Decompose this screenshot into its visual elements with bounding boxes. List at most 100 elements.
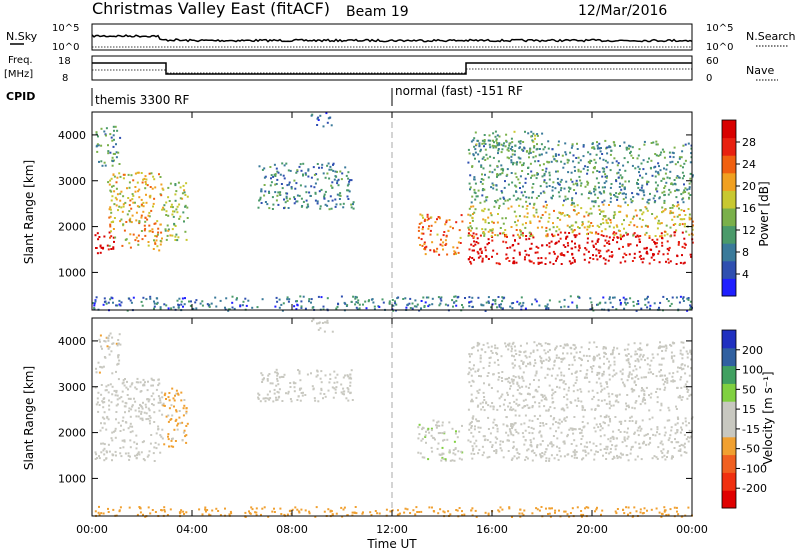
- velocity-cell: [119, 343, 122, 346]
- power-cell: [524, 226, 527, 229]
- power-cell: [516, 233, 519, 236]
- velocity-cell: [494, 436, 497, 439]
- velocity-cell: [160, 509, 163, 511]
- velocity-cell: [497, 363, 500, 366]
- power-cell: [143, 177, 146, 180]
- power-cell: [587, 181, 590, 184]
- velocity-cell: [601, 388, 604, 391]
- velocity-cell: [299, 379, 302, 382]
- power-cell: [637, 193, 640, 196]
- power-cell: [157, 227, 160, 230]
- velocity-cell: [441, 456, 444, 459]
- power-cell: [531, 186, 534, 189]
- velocity-cell: [502, 403, 505, 406]
- power-cell: [646, 295, 649, 298]
- power-cell: [553, 252, 556, 255]
- power-cell: [511, 153, 514, 156]
- velocity-cell: [131, 382, 134, 385]
- velocity-cell: [672, 342, 675, 345]
- velocity-cell: [168, 407, 171, 410]
- power-cell: [192, 307, 195, 310]
- velocity-cell: [505, 431, 508, 434]
- velocity-cell: [669, 434, 672, 437]
- velocity-cell: [131, 430, 134, 433]
- power-cell: [594, 200, 597, 203]
- power-cell: [535, 245, 538, 248]
- power-cell: [643, 140, 646, 143]
- velocity-cell: [482, 391, 485, 394]
- power-cell: [570, 171, 573, 174]
- velocity-cell: [418, 511, 421, 513]
- velocity-cell: [681, 422, 684, 425]
- velocity-cell: [324, 395, 327, 398]
- velocity-cell: [404, 507, 407, 510]
- power-cell: [455, 221, 458, 224]
- velocity-cell: [540, 357, 543, 360]
- power-cell: [600, 192, 603, 195]
- velocity-cell: [661, 378, 664, 381]
- power-cell: [598, 252, 601, 254]
- velocity-cell: [304, 394, 307, 396]
- power-cell: [688, 197, 691, 200]
- velocity-cell: [174, 440, 177, 442]
- velocity-cell: [536, 446, 539, 449]
- velocity-cell: [244, 511, 247, 514]
- power-cell: [532, 191, 535, 193]
- power-cell: [637, 183, 640, 185]
- power-cell: [605, 166, 608, 169]
- power-cell: [480, 164, 483, 167]
- velocity-cell: [124, 452, 127, 455]
- velocity-cell: [96, 457, 98, 460]
- velocity-cell: [658, 370, 661, 373]
- power-cell: [497, 174, 500, 177]
- power-cell: [631, 164, 634, 167]
- power-cell: [105, 302, 108, 305]
- power-cell: [689, 300, 692, 303]
- velocity-cell: [584, 507, 587, 510]
- velocity-cell: [574, 346, 577, 349]
- velocity-cell: [470, 400, 473, 403]
- velocity-cell: [608, 418, 611, 421]
- velocity-cell: [443, 511, 446, 514]
- velocity-cell: [347, 390, 350, 393]
- power-cell: [682, 297, 684, 300]
- velocity-cell: [120, 455, 123, 458]
- velocity-cell: [567, 453, 570, 456]
- power-cell: [109, 133, 112, 136]
- power-cell: [302, 162, 305, 165]
- power-cell: [611, 255, 613, 258]
- velocity-cell: [572, 390, 575, 393]
- power-cell: [586, 228, 589, 231]
- velocity-cell: [127, 397, 130, 400]
- power-cell: [658, 165, 660, 168]
- velocity-cell: [593, 426, 596, 429]
- power-cell: [315, 173, 318, 176]
- velocity-cell: [540, 456, 543, 459]
- velocity-cell: [598, 377, 601, 380]
- power-cell: [668, 177, 671, 180]
- power-cell: [478, 144, 481, 147]
- velocity-cell: [488, 357, 491, 359]
- power-cell: [566, 158, 569, 161]
- power-cell: [517, 178, 520, 181]
- power-cell: [373, 305, 376, 308]
- velocity-cell: [648, 418, 651, 421]
- power-cell: [372, 301, 375, 304]
- power-cell: [469, 260, 472, 263]
- power-cell: [309, 194, 312, 197]
- velocity-cell: [595, 450, 598, 453]
- power-cell: [261, 298, 264, 301]
- power-cell: [604, 186, 606, 189]
- power-cell: [533, 174, 536, 177]
- velocity-cell: [647, 443, 650, 446]
- power-cell: [113, 129, 115, 132]
- power-cell: [601, 175, 604, 178]
- velocity-cell: [635, 374, 638, 377]
- velocity-cell: [670, 357, 673, 360]
- velocity-cell: [507, 450, 510, 452]
- power-cell: [491, 255, 493, 258]
- power-cell: [554, 153, 557, 156]
- velocity-cell: [263, 377, 265, 380]
- velocity-cell: [441, 424, 444, 427]
- power-cell: [676, 255, 679, 258]
